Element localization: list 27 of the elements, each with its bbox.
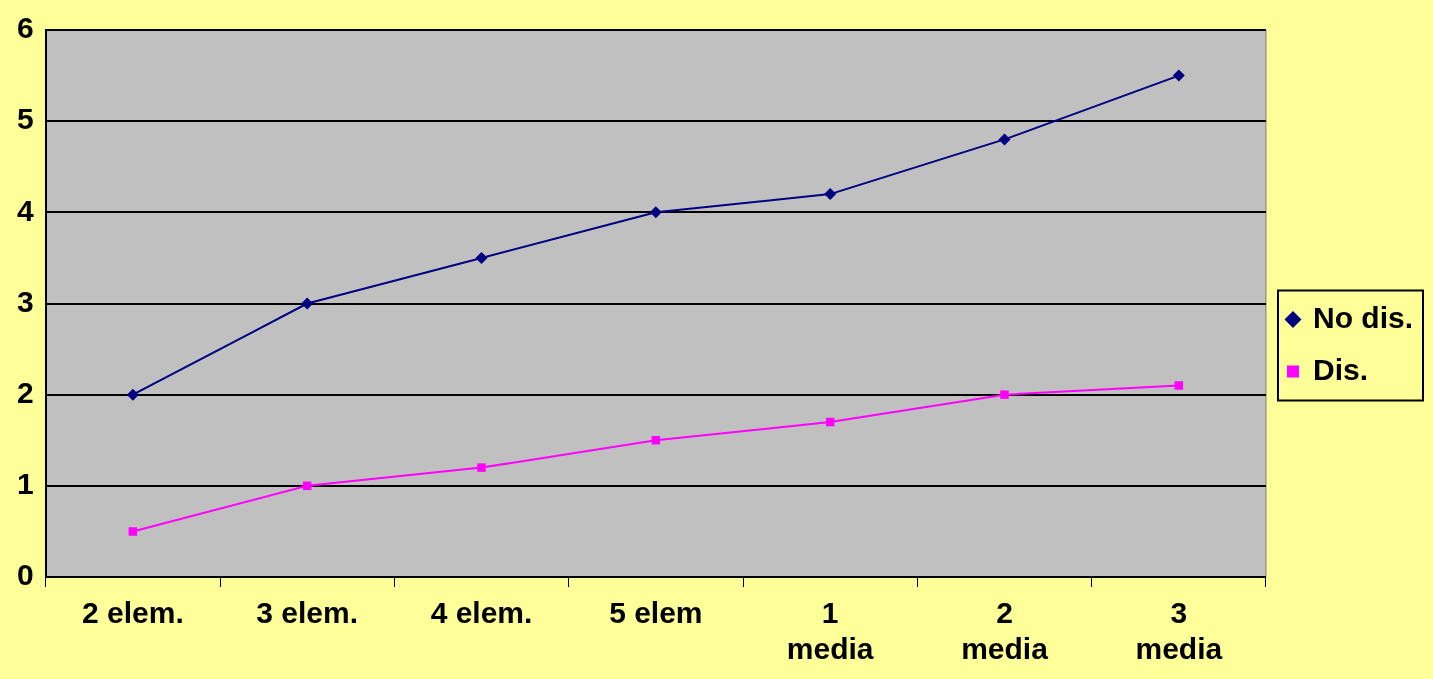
y-tick-label: 6 [17,11,34,45]
legend-label: No dis. [1313,300,1414,334]
x-tick-label: 4 elem. [430,596,533,630]
y-tick-label: 5 [17,102,34,136]
y-tick-label: 2 [17,375,34,409]
y-tick-label: 4 [17,193,34,227]
x-tick-label: 1 media [786,596,874,666]
legend-label: Dis. [1313,352,1369,386]
y-tick-label: 1 [17,467,34,501]
point [998,133,1011,146]
x-tick-label: 5 elem [609,596,703,630]
x-tick-label: 3 elem. [256,596,359,630]
point [301,297,314,310]
point [1172,69,1185,82]
point [1000,390,1009,399]
x-tick-label: 3 media [1135,596,1223,666]
y-tick-label: 3 [17,284,34,318]
x-tick-label: 2 elem. [81,596,184,630]
point [475,251,488,264]
point [126,388,139,401]
point [1174,381,1184,390]
point [649,206,662,219]
point [477,463,486,472]
point [824,188,837,201]
x-tick-label: 2 media [961,596,1049,666]
point [128,527,138,536]
y-tick-label: 0 [17,558,34,592]
